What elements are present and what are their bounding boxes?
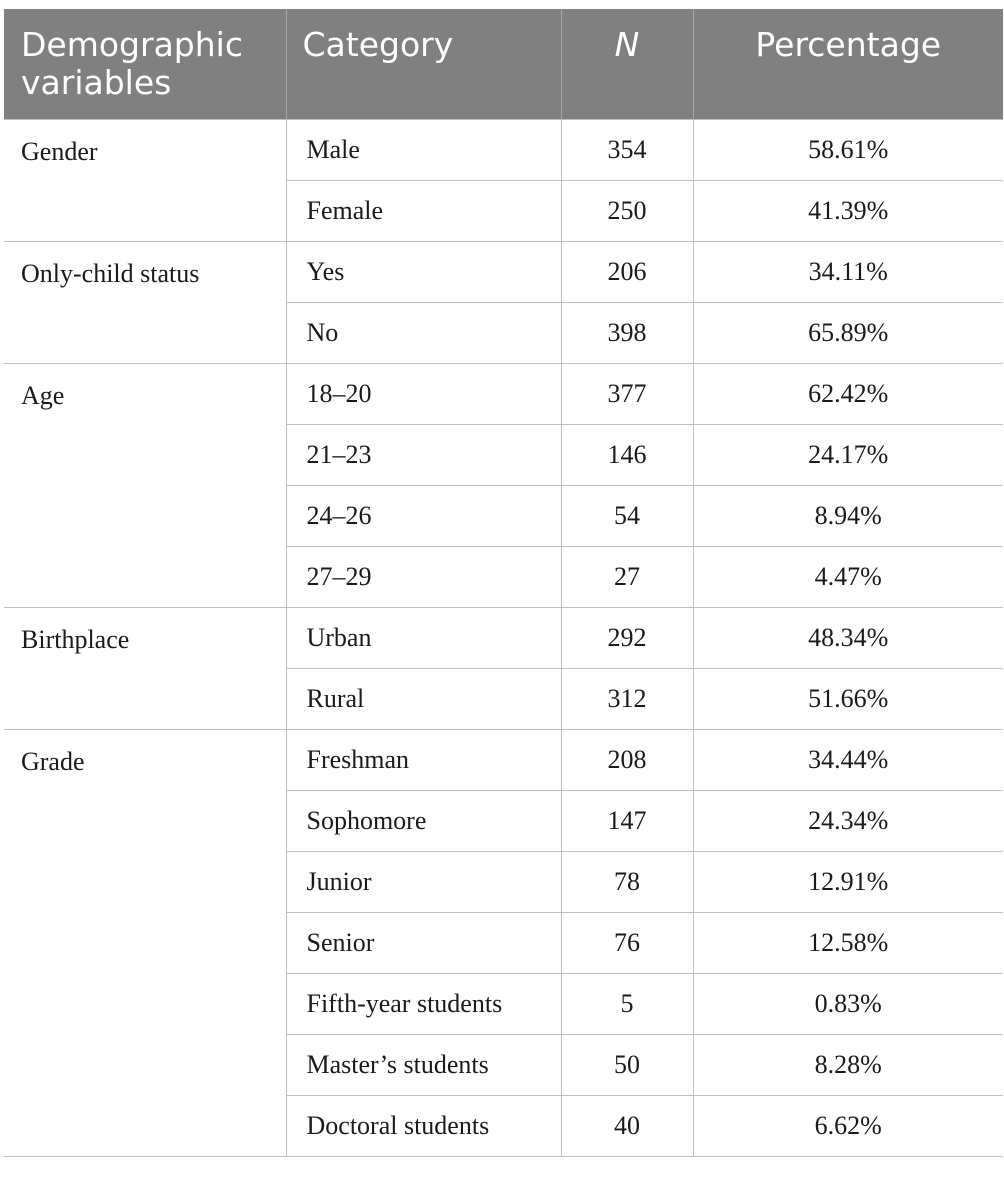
n-cell: 208: [560, 728, 694, 791]
demographic-variable-cell: Grade: [4, 728, 287, 1157]
n-cell: 5: [560, 972, 694, 1035]
category-cell: 21–23: [285, 423, 562, 486]
table-header: Demographic variables Category N Percent…: [4, 9, 1003, 119]
n-cell: 312: [560, 667, 694, 730]
table-row: Sophomore 147 24.34%: [4, 789, 1003, 852]
header-category: Category: [285, 9, 561, 119]
table-row: Gender Male 354 58.61%: [4, 118, 1003, 242]
table-row: 27–29 27 4.47%: [4, 545, 1003, 608]
percentage-cell: 58.61%: [692, 118, 1003, 181]
n-cell: 398: [560, 301, 694, 364]
percentage-cell: 51.66%: [692, 667, 1003, 730]
table-row: 24–26 54 8.94%: [4, 484, 1003, 547]
n-cell: 354: [560, 118, 694, 181]
demographic-variable-cell: Age: [4, 362, 287, 608]
category-cell: Freshman: [285, 728, 562, 791]
category-cell: Doctoral students: [285, 1094, 562, 1157]
demographics-table: Demographic variables Category N Percent…: [4, 9, 1003, 1157]
table-row: 21–23 146 24.17%: [4, 423, 1003, 486]
percentage-cell: 12.58%: [692, 911, 1003, 974]
category-cell: No: [285, 301, 562, 364]
percentage-cell: 12.91%: [692, 850, 1003, 913]
category-cell: Urban: [285, 606, 562, 669]
demographic-variable-cell: Gender: [4, 118, 287, 242]
demographic-variable-cell: Birthplace: [4, 606, 287, 730]
table-row: Grade Freshman 208 34.44%: [4, 728, 1003, 1157]
percentage-cell: 24.34%: [692, 789, 1003, 852]
n-cell: 377: [560, 362, 694, 425]
category-cell: Yes: [285, 240, 562, 303]
table-row: Junior 78 12.91%: [4, 850, 1003, 913]
percentage-cell: 48.34%: [692, 606, 1003, 669]
table-row: Doctoral students 40 6.62%: [4, 1094, 1003, 1157]
table-row: Female 250 41.39%: [4, 179, 1003, 242]
category-cell: Rural: [285, 667, 562, 730]
percentage-cell: 8.94%: [692, 484, 1003, 547]
category-cell: 24–26: [285, 484, 562, 547]
category-cell: Master’s students: [285, 1033, 562, 1096]
percentage-cell: 6.62%: [692, 1094, 1003, 1157]
category-cell: 27–29: [285, 545, 562, 608]
table-row: Fifth-year students 5 0.83%: [4, 972, 1003, 1035]
header-percentage: Percentage: [692, 9, 1003, 119]
table-row: Senior 76 12.58%: [4, 911, 1003, 974]
n-cell: 292: [560, 606, 694, 669]
percentage-cell: 41.39%: [692, 179, 1003, 242]
n-cell: 54: [560, 484, 694, 547]
percentage-cell: 4.47%: [692, 545, 1003, 608]
category-cell: Male: [285, 118, 562, 181]
n-cell: 206: [560, 240, 694, 303]
table-body: Gender Male 354 58.61% Female 250 41.39% Only-c…: [4, 118, 1003, 1157]
category-cell: Senior: [285, 911, 562, 974]
table-row: Birthplace Urban 292 48.34%: [4, 606, 1003, 730]
n-cell: 40: [560, 1094, 694, 1157]
demographic-variable-cell: Only-child status: [4, 240, 287, 364]
n-cell: 50: [560, 1033, 694, 1096]
n-cell: 250: [560, 179, 694, 242]
percentage-cell: 62.42%: [692, 362, 1003, 425]
header-row: Demographic variables Category N Percent…: [4, 9, 1003, 119]
n-cell: 76: [560, 911, 694, 974]
percentage-cell: 0.83%: [692, 972, 1003, 1035]
percentage-cell: 24.17%: [692, 423, 1003, 486]
category-cell: Female: [285, 179, 562, 242]
header-n: N: [560, 9, 693, 119]
category-cell: Junior: [285, 850, 562, 913]
table-row: No 398 65.89%: [4, 301, 1003, 364]
percentage-cell: 34.11%: [692, 240, 1003, 303]
n-cell: 27: [560, 545, 694, 608]
n-cell: 147: [560, 789, 694, 852]
percentage-cell: 8.28%: [692, 1033, 1003, 1096]
header-demographic-variables: Demographic variables: [21, 25, 243, 102]
percentage-cell: 34.44%: [692, 728, 1003, 791]
table-row: Master’s students 50 8.28%: [4, 1033, 1003, 1096]
n-cell: 146: [560, 423, 694, 486]
n-cell: 78: [560, 850, 694, 913]
table-row: Age 18–20 377 62.42%: [4, 362, 1003, 608]
category-cell: Sophomore: [285, 789, 562, 852]
category-cell: 18–20: [285, 362, 562, 425]
category-cell: Fifth-year students: [285, 972, 562, 1035]
percentage-cell: 65.89%: [692, 301, 1003, 364]
table-row: Only-child status Yes 206 34.11%: [4, 240, 1003, 364]
